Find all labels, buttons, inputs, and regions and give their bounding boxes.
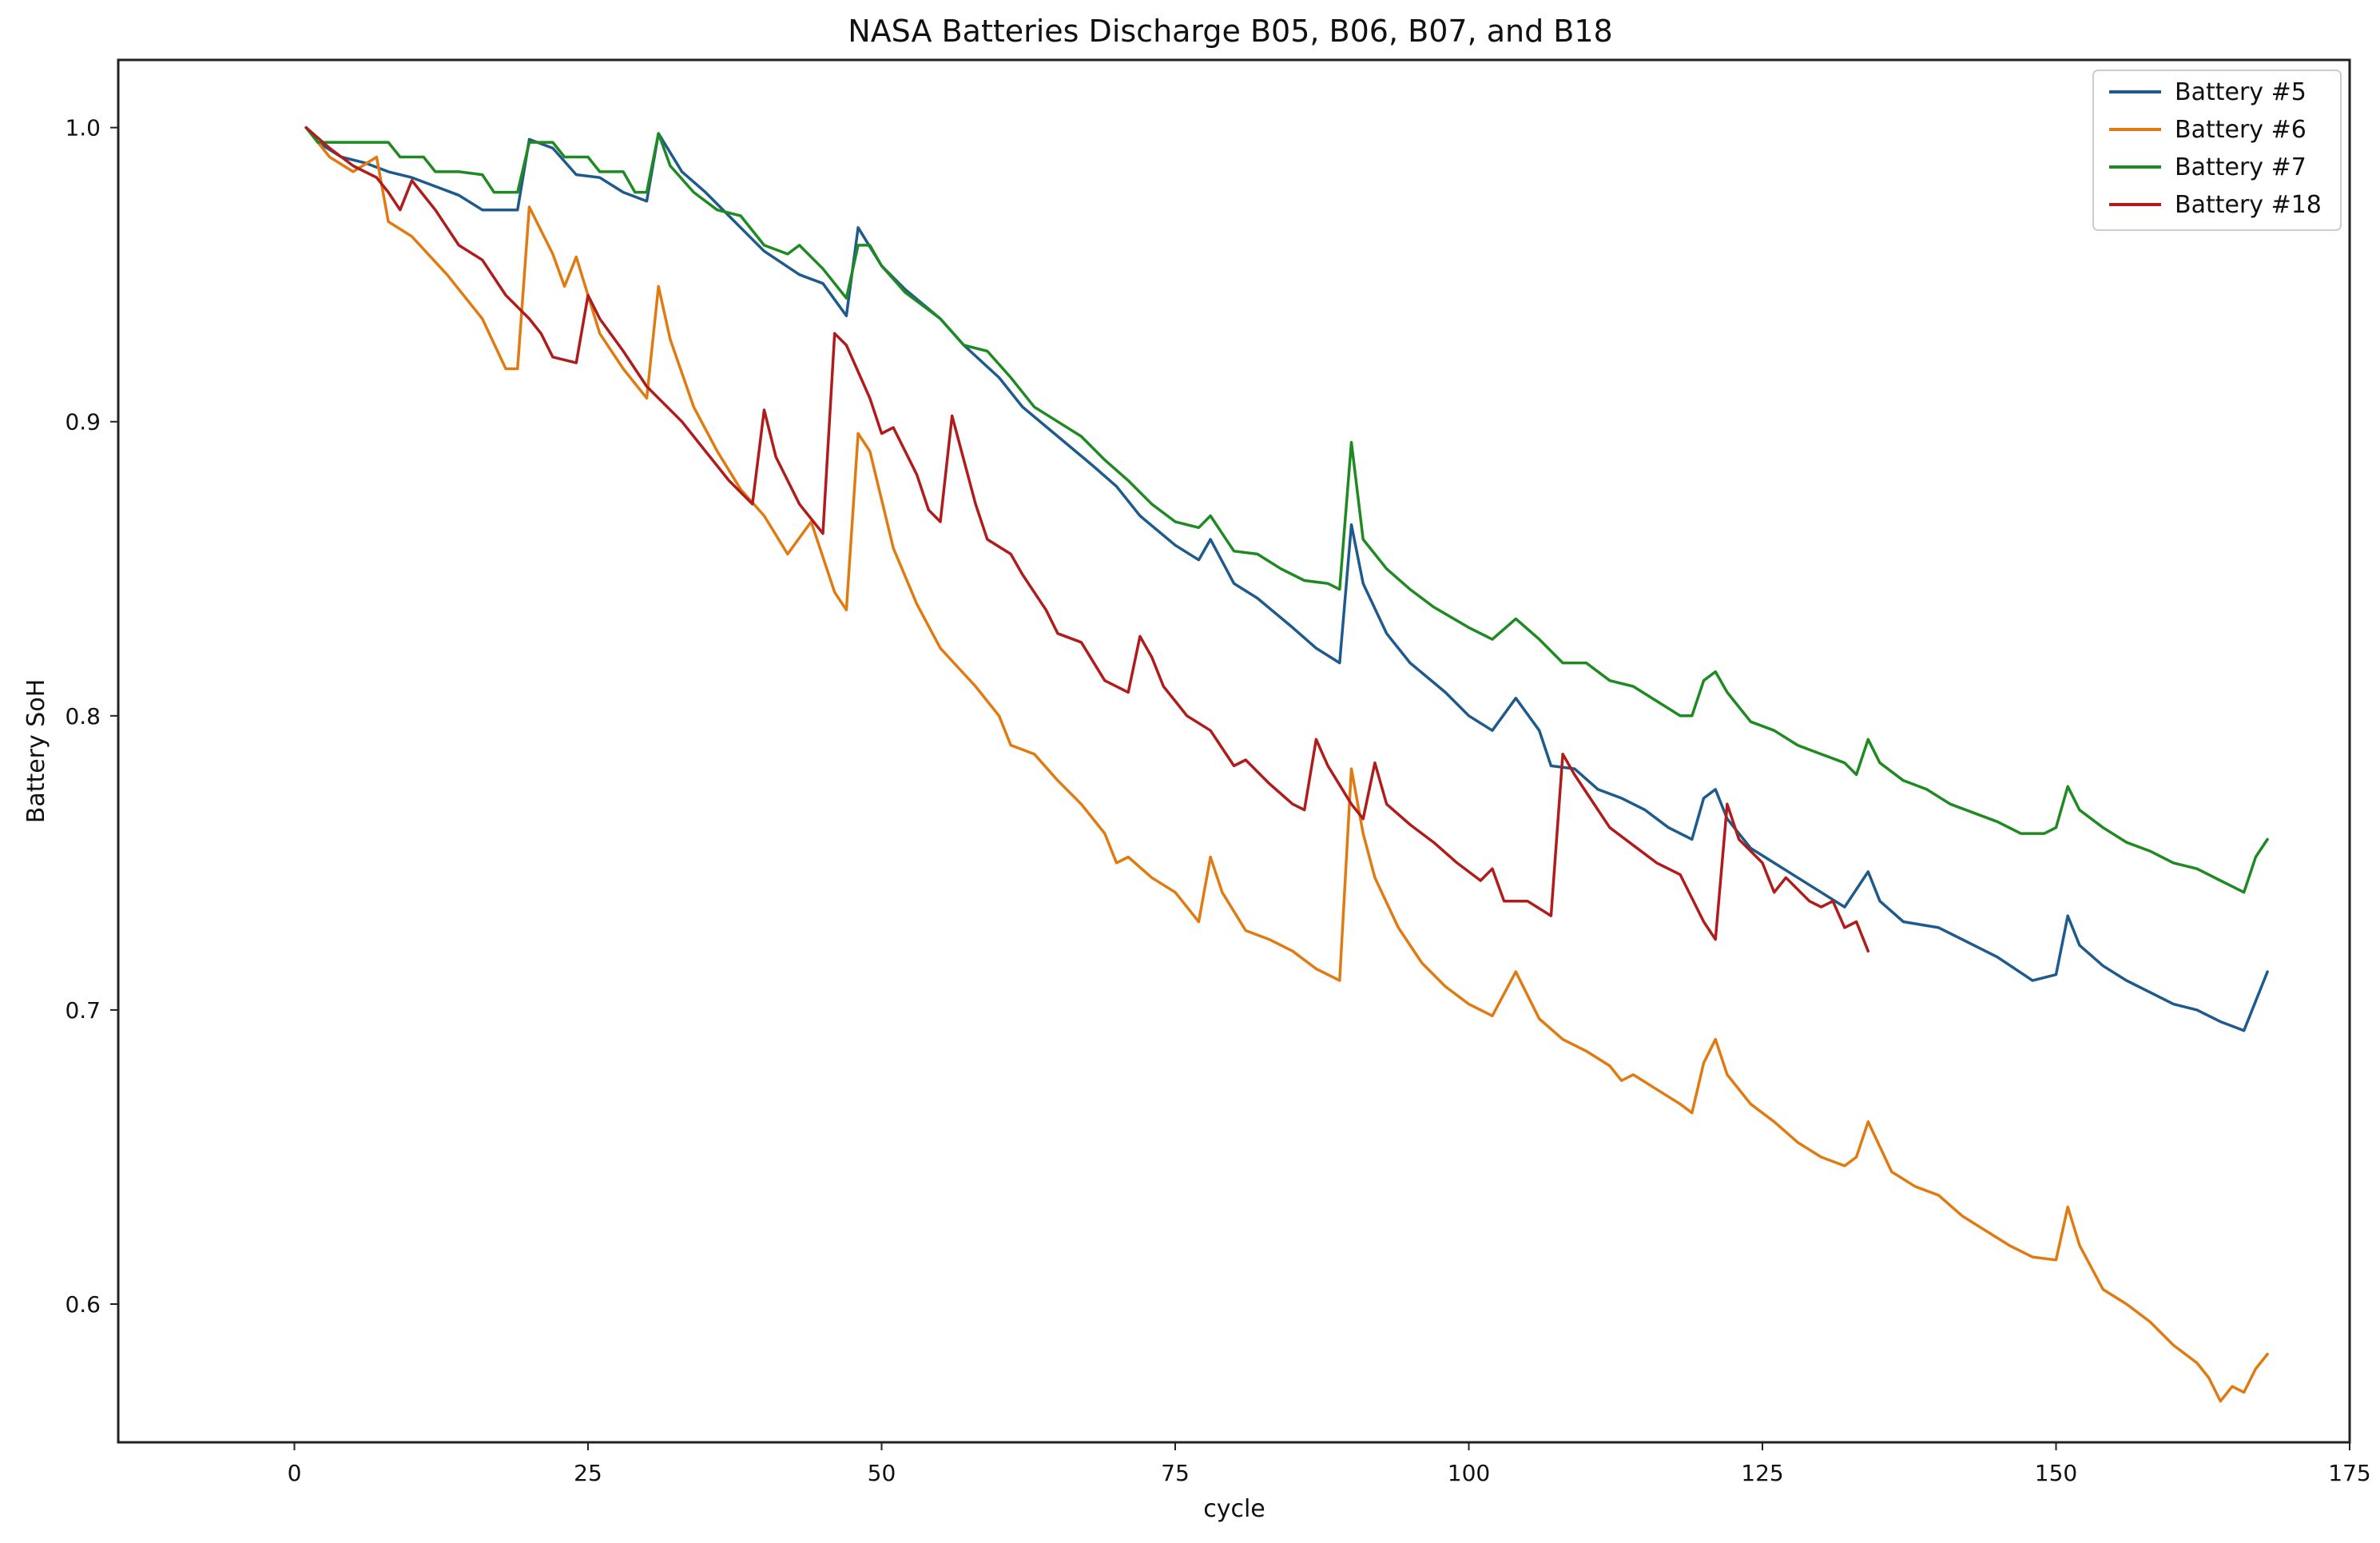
chart-title: NASA Batteries Discharge B05, B06, B07, … [848,14,1612,49]
x-axis-ticks: 0 25 50 75 100 125 150 175 [288,1442,2371,1486]
plot-area-frame [117,58,2351,1444]
x-tick-label: 100 [1448,1460,1490,1486]
x-tick-label: 75 [1161,1460,1190,1486]
legend-label: Battery #6 [2175,116,2306,144]
y-axis-label: Battery SoH [22,679,50,824]
legend: Battery #5 Battery #6 Battery #7 Battery #1… [2092,70,2342,231]
x-tick-label: 25 [574,1460,602,1486]
series-line-battery-18 [304,125,1870,953]
series-line-battery-7 [304,125,2269,894]
y-tick-label: 0.9 [65,409,101,435]
legend-box [2092,70,2342,231]
x-tick-label: 0 [288,1460,302,1486]
series-layer [304,125,2269,1403]
y-tick-label: 0.8 [65,703,101,730]
series-line-battery-6 [304,125,2269,1403]
series-line-battery-5 [304,125,2269,1032]
x-axis-label: cycle [1203,1495,1265,1523]
legend-label: Battery #18 [2175,191,2322,219]
y-tick-label: 0.6 [65,1291,101,1318]
x-tick-label: 50 [868,1460,896,1486]
x-tick-label: 175 [2328,1460,2370,1486]
y-tick-label: 0.7 [65,997,101,1024]
x-tick-label: 150 [2035,1460,2077,1486]
y-axis-ticks: 0.6 0.7 0.8 0.9 1.0 [65,115,118,1318]
legend-label: Battery #5 [2175,78,2306,106]
x-tick-label: 125 [1741,1460,1783,1486]
legend-label: Battery #7 [2175,153,2306,181]
y-tick-label: 1.0 [65,115,101,141]
